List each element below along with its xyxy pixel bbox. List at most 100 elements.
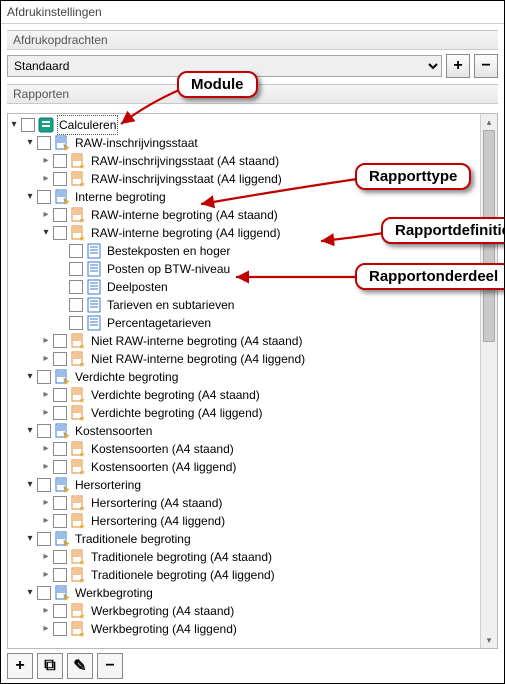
expander-icon[interactable] [24,368,36,386]
expander-icon[interactable] [40,206,52,224]
tree-row[interactable]: Niet RAW-interne begroting (A4 staand) [8,332,481,350]
tree-label[interactable]: Kostensoorten [73,422,154,440]
tree-label[interactable]: Werkbegroting (A4 liggend) [89,620,239,638]
tree-row[interactable]: Calculeren [8,116,481,134]
expander-icon[interactable] [40,620,52,638]
tree-label[interactable]: Kostensoorten (A4 staand) [89,440,236,458]
checkbox[interactable] [37,478,51,492]
checkbox[interactable] [37,586,51,600]
tree-label[interactable]: RAW-inschrijvingsstaat (A4 staand) [89,152,281,170]
checkbox[interactable] [53,388,67,402]
duplicate-report-button[interactable]: ⧉ [37,653,63,679]
expander-icon[interactable] [40,224,52,242]
tree-label[interactable]: Bestekposten en hoger [105,242,232,260]
expander-icon[interactable] [40,566,52,584]
tree-row[interactable]: Percentagetarieven [8,314,481,332]
checkbox[interactable] [53,406,67,420]
expander-icon[interactable] [40,440,52,458]
tree-label[interactable]: RAW-inschrijvingsstaat [73,134,200,152]
tree-label[interactable]: Verdichte begroting (A4 staand) [89,386,262,404]
expander-icon[interactable] [40,458,52,476]
tree-row[interactable]: RAW-inschrijvingsstaat [8,134,481,152]
tree-label[interactable]: Hersortering (A4 liggend) [89,512,227,530]
scroll-down-icon[interactable]: ▾ [481,632,497,648]
tree-row[interactable]: Werkbegroting [8,584,481,602]
expander-icon[interactable] [40,494,52,512]
checkbox[interactable] [53,568,67,582]
tree-label[interactable]: Traditionele begroting (A4 staand) [89,548,274,566]
tree-row[interactable]: Traditionele begroting (A4 liggend) [8,566,481,584]
tree-row[interactable]: Hersortering (A4 liggend) [8,512,481,530]
afdrukopdracht-select[interactable]: Standaard [7,55,442,77]
expander-icon[interactable] [40,602,52,620]
checkbox[interactable] [37,136,51,150]
tree-label[interactable]: Hersortering (A4 staand) [89,494,224,512]
tree-label[interactable]: Deelposten [105,278,170,296]
scrollbar[interactable]: ▴ ▾ [480,114,497,648]
scroll-up-icon[interactable]: ▴ [481,114,497,130]
tree-row[interactable]: Niet RAW-interne begroting (A4 liggend) [8,350,481,368]
checkbox[interactable] [53,622,67,636]
tree-row[interactable]: Kostensoorten [8,422,481,440]
tree-label[interactable]: Calculeren [57,115,118,135]
checkbox[interactable] [53,334,67,348]
checkbox[interactable] [21,118,35,132]
checkbox[interactable] [53,172,67,186]
tree-row[interactable]: Tarieven en subtarieven [8,296,481,314]
checkbox[interactable] [37,424,51,438]
scroll-thumb[interactable] [483,130,495,342]
tree-row[interactable]: Kostensoorten (A4 liggend) [8,458,481,476]
checkbox[interactable] [53,154,67,168]
tree-label[interactable]: Percentagetarieven [105,314,213,332]
checkbox[interactable] [37,370,51,384]
tree-row[interactable]: Hersortering [8,476,481,494]
tree-row[interactable]: Verdichte begroting (A4 staand) [8,386,481,404]
tree-row[interactable]: Werkbegroting (A4 staand) [8,602,481,620]
tree-row[interactable]: Deelposten [8,278,481,296]
tree-label[interactable]: Posten op BTW-niveau [105,260,232,278]
tree-row[interactable]: Traditionele begroting [8,530,481,548]
tree-row[interactable]: Bestekposten en hoger [8,242,481,260]
tree-label[interactable]: Hersortering [73,476,143,494]
tree-row[interactable]: Hersortering (A4 staand) [8,494,481,512]
tree-label[interactable]: Werkbegroting [73,584,155,602]
tree-label[interactable]: Traditionele begroting [73,530,193,548]
add-report-button[interactable]: + [7,653,33,679]
expander-icon[interactable] [40,332,52,350]
tree-row[interactable]: Posten op BTW-niveau [8,260,481,278]
checkbox[interactable] [37,190,51,204]
checkbox[interactable] [53,550,67,564]
expander-icon[interactable] [8,116,20,134]
remove-report-button[interactable]: − [97,653,123,679]
expander-icon[interactable] [24,422,36,440]
expander-icon[interactable] [40,350,52,368]
expander-icon[interactable] [24,188,36,206]
tree-label[interactable]: Verdichte begroting [73,368,180,386]
tree-row[interactable]: RAW-inschrijvingsstaat (A4 liggend) [8,170,481,188]
expander-icon[interactable] [40,512,52,530]
tree-row[interactable]: Interne begroting [8,188,481,206]
tree-label[interactable]: RAW-inschrijvingsstaat (A4 liggend) [89,170,284,188]
tree-label[interactable]: Niet RAW-interne begroting (A4 liggend) [89,350,307,368]
checkbox[interactable] [69,280,83,294]
tree-row[interactable]: RAW-inschrijvingsstaat (A4 staand) [8,152,481,170]
tree-row[interactable]: Verdichte begroting (A4 liggend) [8,404,481,422]
tree-row[interactable]: Traditionele begroting (A4 staand) [8,548,481,566]
tree-label[interactable]: RAW-interne begroting (A4 staand) [89,206,280,224]
checkbox[interactable] [69,262,83,276]
checkbox[interactable] [69,298,83,312]
add-afdrukopdracht-button[interactable]: + [446,54,470,78]
checkbox[interactable] [69,316,83,330]
tree-label[interactable]: RAW-interne begroting (A4 liggend) [89,224,282,242]
remove-afdrukopdracht-button[interactable]: − [474,54,498,78]
expander-icon[interactable] [40,386,52,404]
checkbox[interactable] [53,460,67,474]
expander-icon[interactable] [40,404,52,422]
expander-icon[interactable] [40,152,52,170]
tree-label[interactable]: Niet RAW-interne begroting (A4 staand) [89,332,304,350]
checkbox[interactable] [53,352,67,366]
tree-label[interactable]: Interne begroting [73,188,168,206]
checkbox[interactable] [53,604,67,618]
tree-label[interactable]: Werkbegroting (A4 staand) [89,602,236,620]
checkbox[interactable] [37,532,51,546]
